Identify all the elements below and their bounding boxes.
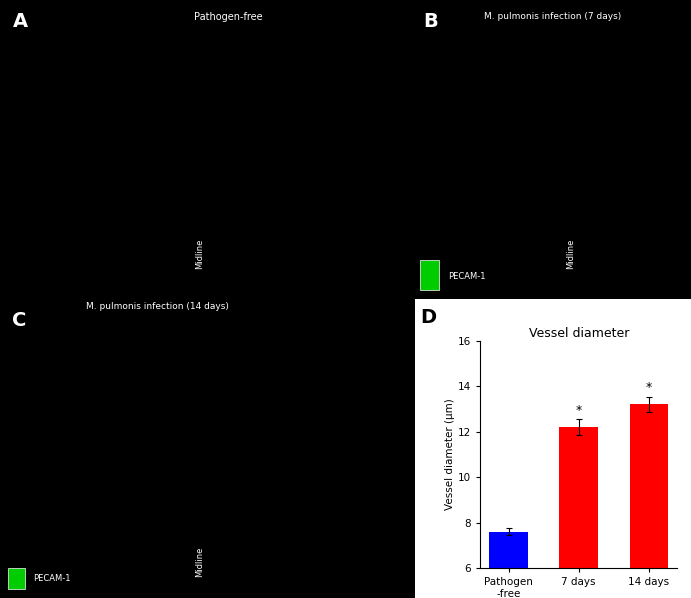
Text: C: C: [12, 311, 27, 330]
Text: Midline: Midline: [195, 239, 204, 269]
Text: B: B: [423, 12, 437, 31]
Y-axis label: Vessel diameter (μm): Vessel diameter (μm): [445, 399, 455, 510]
Text: Midline: Midline: [567, 239, 576, 269]
Text: Midline: Midline: [195, 547, 204, 577]
Bar: [630, 404, 668, 568]
Text: D: D: [420, 308, 436, 327]
Text: M. pulmonis infection (14 days): M. pulmonis infection (14 days): [86, 302, 229, 311]
Bar: [489, 532, 528, 568]
Text: PECAM-1: PECAM-1: [33, 574, 70, 583]
Text: *: *: [646, 381, 652, 394]
Text: *: *: [576, 404, 582, 417]
Text: Pathogen-free: Pathogen-free: [193, 12, 263, 22]
Text: PECAM-1: PECAM-1: [448, 272, 485, 281]
Title: Vessel diameter: Vessel diameter: [529, 327, 629, 340]
FancyBboxPatch shape: [8, 568, 25, 589]
Text: M. pulmonis infection (7 days): M. pulmonis infection (7 days): [484, 12, 621, 21]
Text: A: A: [12, 12, 28, 31]
Bar: [560, 427, 598, 568]
FancyBboxPatch shape: [420, 260, 439, 290]
